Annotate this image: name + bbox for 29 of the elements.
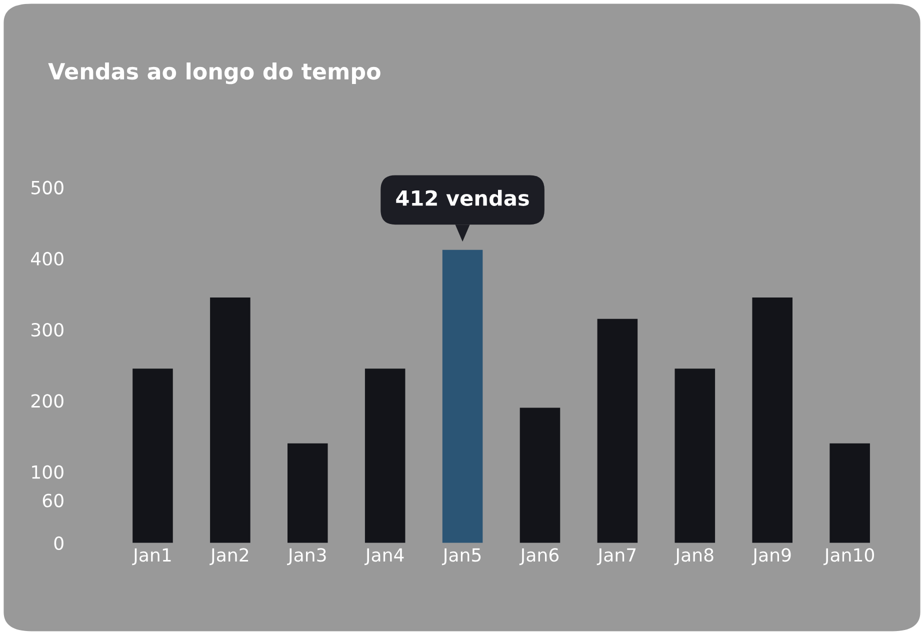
bar bbox=[674, 368, 716, 543]
y-tick-label: 500 bbox=[32, 180, 64, 194]
x-tick-label: Jan5 bbox=[442, 548, 481, 566]
x-tick-label: Jan10 bbox=[823, 548, 874, 566]
x-tick-label: Jan1 bbox=[132, 548, 171, 566]
bar bbox=[210, 298, 250, 543]
y-tick-label: 60 bbox=[42, 494, 64, 508]
bar bbox=[597, 318, 638, 543]
x-tick-label: Jan7 bbox=[596, 548, 636, 566]
annotation: 412 vendas bbox=[396, 190, 529, 206]
x-tick-label: Jan9 bbox=[752, 548, 791, 566]
y-tick-label: 300 bbox=[32, 323, 64, 337]
bar bbox=[520, 408, 560, 543]
y-tick-label: 100 bbox=[32, 465, 64, 479]
bar bbox=[752, 298, 792, 543]
bar bbox=[288, 443, 328, 543]
bar bbox=[364, 368, 406, 543]
x-tick-label: Jan2 bbox=[210, 548, 248, 566]
x-tick-label: Jan6 bbox=[519, 548, 559, 566]
bar bbox=[830, 443, 870, 543]
x-tick-label: Jan4 bbox=[364, 548, 404, 566]
x-tick-label: Jan3 bbox=[287, 548, 326, 566]
chart-title: Vendas ao longo do tempo bbox=[48, 62, 380, 84]
bar bbox=[442, 250, 483, 543]
bar bbox=[132, 368, 173, 543]
y-tick-label: 200 bbox=[31, 394, 64, 408]
y-tick-label: 400 bbox=[31, 252, 64, 266]
y-tick-label: 0 bbox=[54, 536, 64, 550]
x-tick-label: Jan8 bbox=[674, 548, 714, 566]
